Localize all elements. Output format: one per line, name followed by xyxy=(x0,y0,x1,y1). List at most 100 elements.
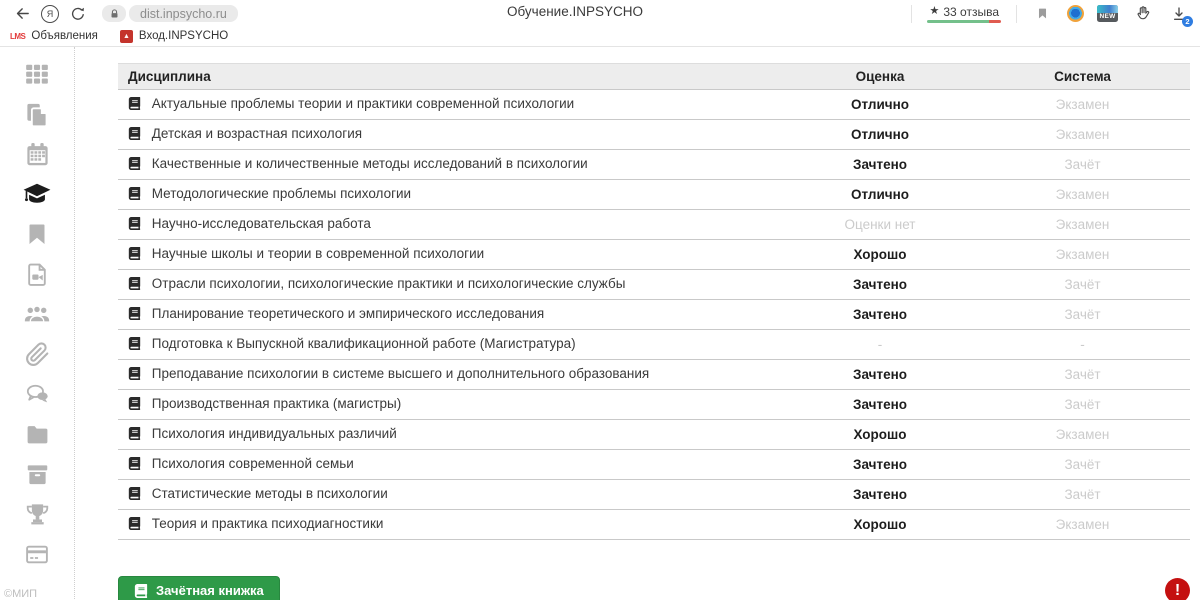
table-row[interactable]: Преподавание психологии в системе высшег… xyxy=(118,359,1190,390)
gradebook-table-body: Актуальные проблемы теории и практики со… xyxy=(118,89,1190,540)
gradebook-main: Дисциплина Оценка Система Актуальные про… xyxy=(75,47,1200,600)
table-row[interactable]: Качественные и количественные методы исс… xyxy=(118,149,1190,180)
system-cell: Экзамен xyxy=(975,239,1190,270)
book-icon xyxy=(128,187,141,203)
grade-cell: Хорошо xyxy=(785,419,975,450)
table-row[interactable]: Научные школы и теории в современной пси… xyxy=(118,239,1190,270)
sidebar-item-files[interactable] xyxy=(22,420,52,448)
discipline-cell[interactable]: Психология индивидуальных различий xyxy=(118,419,785,450)
discipline-cell[interactable]: Планирование теоретического и эмпирическ… xyxy=(118,299,785,330)
exclamation-icon: ! xyxy=(1174,581,1181,599)
sidebar-item-videos[interactable] xyxy=(22,260,52,288)
folder-icon xyxy=(27,425,47,443)
back-button[interactable] xyxy=(10,2,34,26)
discipline-name: Психология индивидуальных различий xyxy=(151,426,397,441)
alert-notification-button[interactable]: ! xyxy=(1165,578,1190,600)
bookmark-item-lms[interactable]: LMS Объявления xyxy=(10,30,98,42)
gradebook-button[interactable]: Зачётная книжка xyxy=(118,576,280,600)
new-extension-badge[interactable]: NEW xyxy=(1097,5,1118,22)
system-cell: Зачёт xyxy=(975,299,1190,330)
page-content: ©МИП Дисциплина Оценка Система Актуальны… xyxy=(0,47,1200,600)
book-icon xyxy=(128,457,141,473)
table-row[interactable]: Планирование теоретического и эмпирическ… xyxy=(118,299,1190,330)
book-icon xyxy=(128,337,141,353)
book-icon xyxy=(128,367,141,383)
extension-profile-icon[interactable] xyxy=(1067,5,1084,22)
paperclip-icon xyxy=(25,341,48,366)
star-icon: ★ xyxy=(929,5,940,17)
copyright-label: ©МИП xyxy=(4,588,38,600)
table-row[interactable]: Научно-исследовательская работа Оценки н… xyxy=(118,209,1190,240)
book-icon xyxy=(128,487,141,503)
reload-button[interactable] xyxy=(66,2,90,26)
discipline-name: Актуальные проблемы теории и практики со… xyxy=(151,96,575,111)
column-header-discipline: Дисциплина xyxy=(118,63,785,90)
sidebar-item-payments[interactable] xyxy=(22,540,52,568)
back-arrow-icon xyxy=(16,8,29,19)
system-cell: - xyxy=(975,329,1190,360)
archive-icon xyxy=(27,465,47,485)
table-row[interactable]: Психология современной семьи Зачтено Зач… xyxy=(118,449,1190,480)
grade-cell: Отлично xyxy=(785,179,975,210)
bookmark-item-inpsycho[interactable]: ▲ Вход.INPSYCHO xyxy=(119,29,228,43)
sidebar-item-schedule[interactable] xyxy=(22,140,52,168)
hand-icon xyxy=(1137,6,1149,20)
discipline-cell[interactable]: Отрасли психологии, психологические прак… xyxy=(118,269,785,300)
url-field[interactable]: dist.inpsycho.ru xyxy=(129,5,238,22)
system-cell: Зачёт xyxy=(975,359,1190,390)
toolbar-divider xyxy=(911,4,913,23)
site-rating-widget[interactable]: ★ 33 отзыва xyxy=(925,5,1003,23)
graduation-cap-icon xyxy=(23,183,51,203)
table-row[interactable]: Психология индивидуальных различий Хорош… xyxy=(118,419,1190,450)
site-security-button[interactable] xyxy=(102,5,126,22)
sidebar-item-dashboard[interactable] xyxy=(22,60,52,88)
discipline-cell[interactable]: Психология современной семьи xyxy=(118,449,785,480)
discipline-cell[interactable]: Качественные и количественные методы исс… xyxy=(118,149,785,180)
hand-extension-button[interactable] xyxy=(1131,2,1155,26)
sidebar-item-achievements[interactable] xyxy=(22,500,52,528)
discipline-cell[interactable]: Преподавание психологии в системе высшег… xyxy=(118,359,785,390)
grade-cell: Хорошо xyxy=(785,509,975,540)
sidebar-item-education-active[interactable] xyxy=(22,180,52,208)
discipline-cell[interactable]: Подготовка к Выпускной квалификационной … xyxy=(118,329,785,360)
grade-cell: Зачтено xyxy=(785,449,975,480)
bookmark-page-button[interactable] xyxy=(1030,2,1054,26)
gradebook-footer: Зачётная книжка ! xyxy=(118,576,1190,600)
discipline-cell[interactable]: Научно-исследовательская работа xyxy=(118,209,785,240)
lms-sidebar: ©МИП xyxy=(0,47,75,600)
table-row[interactable]: Детская и возрастная психология Отлично … xyxy=(118,119,1190,150)
sidebar-item-materials[interactable] xyxy=(22,100,52,128)
system-cell: Зачёт xyxy=(975,449,1190,480)
sidebar-item-attachments[interactable] xyxy=(22,340,52,368)
column-header-grade: Оценка xyxy=(785,63,975,90)
grade-cell: - xyxy=(785,329,975,360)
book-icon xyxy=(128,427,141,443)
lock-icon xyxy=(111,8,117,17)
system-cell: Экзамен xyxy=(975,209,1190,240)
table-row[interactable]: Методологические проблемы психологии Отл… xyxy=(118,179,1190,210)
discipline-cell[interactable]: Методологические проблемы психологии xyxy=(118,179,785,210)
table-row[interactable]: Подготовка к Выпускной квалификационной … xyxy=(118,329,1190,360)
discipline-cell[interactable]: Статистические методы в психологии xyxy=(118,479,785,510)
table-row[interactable]: Статистические методы в психологии Зачте… xyxy=(118,479,1190,510)
table-row[interactable]: Отрасли психологии, психологические прак… xyxy=(118,269,1190,300)
discipline-cell[interactable]: Научные школы и теории в современной пси… xyxy=(118,239,785,270)
downloads-button[interactable]: 2 xyxy=(1168,3,1193,27)
discipline-cell[interactable]: Теория и практика психодиагностики xyxy=(118,509,785,540)
yandex-services-button[interactable]: Я xyxy=(41,4,59,23)
sidebar-item-messages[interactable] xyxy=(22,380,52,408)
discipline-name: Научные школы и теории в современной пси… xyxy=(151,246,485,261)
table-row[interactable]: Актуальные проблемы теории и практики со… xyxy=(118,89,1190,120)
sidebar-item-bookmarks[interactable] xyxy=(22,220,52,248)
sidebar-item-archive[interactable] xyxy=(22,460,52,488)
book-icon xyxy=(128,307,141,323)
discipline-cell[interactable]: Производственная практика (магистры) xyxy=(118,389,785,420)
grade-cell: Оценки нет xyxy=(785,209,975,240)
discipline-cell[interactable]: Актуальные проблемы теории и практики со… xyxy=(118,89,785,120)
table-row[interactable]: Производственная практика (магистры) Зач… xyxy=(118,389,1190,420)
address-bar[interactable]: dist.inpsycho.ru xyxy=(102,5,238,22)
table-row[interactable]: Теория и практика психодиагностики Хорош… xyxy=(118,509,1190,540)
discipline-name: Производственная практика (магистры) xyxy=(151,396,402,411)
discipline-cell[interactable]: Детская и возрастная психология xyxy=(118,119,785,150)
sidebar-item-community[interactable] xyxy=(22,300,52,328)
